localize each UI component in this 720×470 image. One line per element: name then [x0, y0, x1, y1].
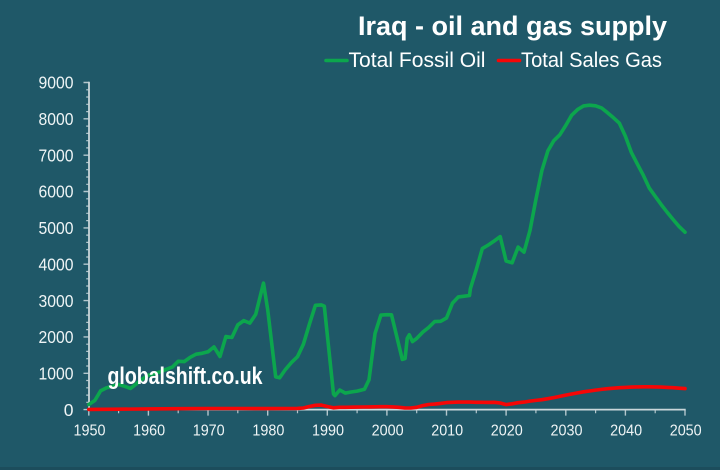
svg-text:4000: 4000 [39, 254, 74, 274]
svg-text:9000: 9000 [39, 73, 74, 93]
svg-text:2040: 2040 [610, 422, 642, 439]
svg-text:1990: 1990 [312, 422, 344, 439]
svg-text:1960: 1960 [133, 422, 165, 439]
svg-text:2050: 2050 [670, 422, 702, 439]
svg-text:1950: 1950 [74, 422, 106, 439]
svg-text:7000: 7000 [39, 145, 74, 165]
svg-text:2010: 2010 [431, 422, 463, 439]
svg-text:2000: 2000 [39, 327, 74, 347]
svg-text:Iraq - oil and gas supply: Iraq - oil and gas supply [358, 11, 667, 41]
svg-text:5000: 5000 [39, 218, 74, 238]
svg-text:2030: 2030 [551, 422, 583, 439]
svg-text:6000: 6000 [39, 182, 74, 202]
svg-text:0: 0 [64, 400, 74, 420]
svg-text:1980: 1980 [252, 422, 284, 439]
svg-text:1000: 1000 [39, 364, 74, 384]
svg-text:Total Sales Gas: Total Sales Gas [521, 48, 662, 72]
svg-text:Total Fossil Oil: Total Fossil Oil [349, 48, 486, 72]
svg-text:3000: 3000 [39, 291, 74, 311]
svg-text:8000: 8000 [39, 109, 74, 129]
svg-text:2020: 2020 [491, 422, 523, 439]
svg-text:1970: 1970 [193, 422, 225, 439]
svg-text:2000: 2000 [372, 422, 404, 439]
svg-text:globalshift.co.uk: globalshift.co.uk [108, 363, 264, 390]
